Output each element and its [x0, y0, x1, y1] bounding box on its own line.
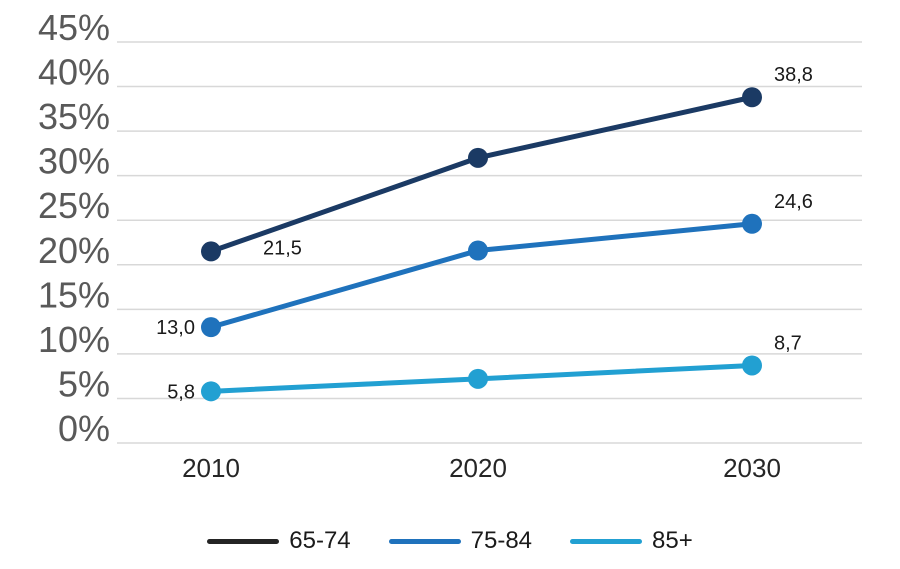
y-axis-tick-label: 35% [38, 96, 110, 137]
legend-label: 85+ [652, 527, 693, 554]
legend-item-2: 85+ [570, 527, 693, 555]
data-point-series-2 [742, 355, 762, 376]
y-axis-tick-label: 20% [38, 230, 110, 271]
y-axis-tick-label: 30% [38, 141, 110, 182]
y-axis-tick-label: 45% [38, 7, 110, 48]
data-point-series-2 [468, 368, 488, 389]
chart-legend: 65-74 75-84 85+ [0, 527, 900, 555]
legend-swatch-icon [207, 538, 280, 544]
y-axis-tick-label: 0% [58, 408, 110, 449]
x-axis-tick-label: 2010 [182, 453, 240, 483]
data-point-label: 5,8 [167, 381, 195, 403]
data-point-series-2 [201, 381, 221, 402]
y-axis-tick-label: 10% [38, 319, 110, 360]
data-point-label: 8,7 [774, 332, 802, 354]
series-line-0 [208, 94, 755, 254]
y-axis-tick-label: 15% [38, 274, 110, 315]
y-axis-tick-label: 25% [38, 185, 110, 226]
x-axis-tick-label: 2020 [449, 453, 507, 483]
data-point-label: 13,0 [156, 317, 195, 339]
data-point-series-1 [742, 213, 762, 234]
legend-label: 65-74 [289, 527, 351, 554]
data-point-series-0 [468, 147, 488, 168]
y-axis-tick-label: 5% [58, 363, 110, 404]
legend-item-1: 75-84 [388, 527, 533, 555]
data-point-series-1 [468, 240, 488, 261]
data-point-label: 38,8 [774, 64, 813, 86]
data-point-series-0 [742, 87, 762, 108]
data-point-label: 21,5 [263, 237, 302, 259]
legend-swatch-icon [570, 538, 643, 544]
x-axis-tick-label: 2030 [723, 453, 781, 483]
legend-label: 75-84 [470, 527, 533, 554]
legend-item-0: 65-74 [207, 527, 351, 555]
data-point-series-0 [201, 241, 221, 262]
data-point-label: 24,6 [774, 191, 813, 213]
legend-swatch-icon [388, 538, 461, 544]
y-axis-tick-label: 40% [38, 52, 110, 93]
data-point-series-1 [201, 317, 221, 338]
